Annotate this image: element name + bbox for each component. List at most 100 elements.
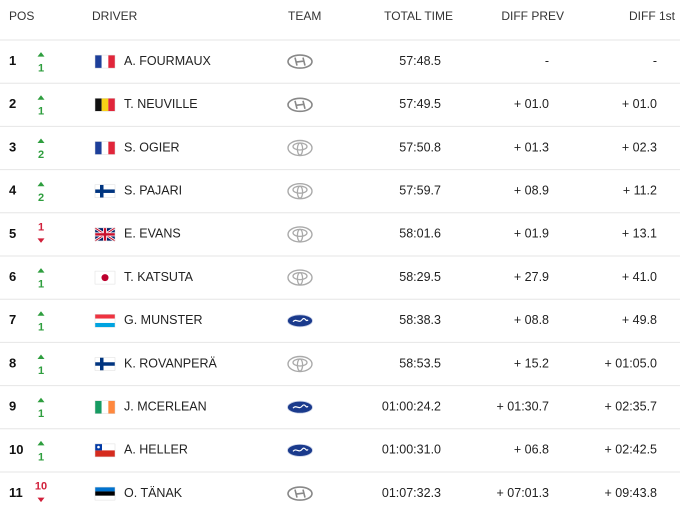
flag-band	[95, 322, 115, 328]
flag-border	[94, 357, 116, 371]
flag-band	[108, 98, 115, 112]
flag-border	[94, 314, 116, 328]
diff-first: + 01.0	[622, 97, 657, 111]
logo-h	[294, 489, 306, 498]
diff-first: + 02:42.5	[605, 443, 658, 457]
flag-band	[101, 141, 109, 155]
arrow-up	[37, 52, 45, 57]
team-logo	[287, 355, 313, 373]
diff-prev: + 27.9	[514, 270, 549, 284]
position-change: 2	[38, 192, 44, 204]
arrow-up	[37, 95, 45, 100]
diff-prev: -	[545, 54, 549, 68]
total-time: 01:00:31.0	[382, 443, 441, 457]
arrow-up	[37, 138, 45, 143]
driver-name: J. MCERLEAN	[124, 399, 207, 413]
position: 9	[9, 399, 16, 414]
position-change: 1	[38, 279, 44, 291]
diff-first: + 49.8	[622, 313, 657, 327]
total-time: 58:53.5	[399, 356, 441, 370]
flag-border	[94, 227, 116, 242]
flag-band	[101, 55, 109, 69]
flag-border	[94, 184, 116, 198]
position-change: 1	[38, 63, 44, 75]
flag-band	[95, 98, 102, 112]
team-logo	[287, 269, 313, 286]
driver-name: A. HELLER	[124, 443, 188, 457]
position: 2	[9, 96, 16, 111]
diff-prev: + 08.9	[514, 183, 549, 197]
diff-first: -	[653, 54, 657, 68]
total-time: 58:29.5	[399, 270, 441, 284]
logo-oval	[296, 358, 304, 372]
position-change: 1	[38, 221, 44, 233]
logo-oval	[287, 54, 313, 69]
diff-prev: + 07:01.3	[497, 486, 550, 500]
flag-cross	[95, 362, 115, 366]
position: 10	[9, 442, 23, 457]
diff-first: + 11.2	[623, 183, 657, 197]
flag	[94, 226, 116, 242]
flag-border	[94, 54, 116, 69]
flag	[94, 270, 116, 285]
diff-prev: + 01.9	[514, 227, 549, 241]
diff-first: + 02:35.7	[605, 399, 658, 413]
flag-band	[101, 400, 109, 414]
flag-band	[95, 318, 115, 323]
position: 1	[9, 53, 16, 68]
position: 5	[9, 226, 16, 241]
position-change: 1	[38, 106, 44, 118]
driver-name: O. TÄNAK	[124, 486, 183, 500]
header-diff-first: DIFF 1st	[629, 9, 676, 23]
logo-script	[292, 447, 309, 452]
position: 11	[9, 485, 23, 500]
flag-disc	[101, 274, 109, 282]
arrow-up	[37, 311, 45, 316]
total-time: 57:50.8	[399, 140, 441, 154]
flag	[94, 443, 116, 458]
logo-oval	[287, 97, 313, 113]
team-logo	[287, 182, 313, 200]
header-diff-prev: DIFF PREV	[501, 9, 564, 23]
flag-band	[108, 141, 115, 155]
team-logo	[287, 486, 313, 501]
flag-band	[95, 495, 115, 501]
driver-name: E. EVANS	[124, 227, 181, 241]
flag-border	[94, 270, 116, 285]
team-logo	[287, 443, 313, 457]
driver-name: S. PAJARI	[124, 183, 182, 197]
position-change: 1	[38, 451, 44, 463]
flag-band	[101, 98, 109, 112]
header-total-time: TOTAL TIME	[384, 9, 453, 23]
team-logo	[287, 54, 313, 69]
driver-name: T. KATSUTA	[124, 270, 194, 284]
flag-band	[95, 491, 115, 496]
driver-name: T. NEUVILLE	[124, 97, 198, 111]
total-time: 01:07:32.3	[382, 486, 441, 500]
team-logo	[287, 226, 313, 243]
logo-h	[294, 57, 306, 66]
flag-band	[95, 55, 102, 69]
flag-border	[94, 141, 116, 155]
flag	[94, 141, 116, 155]
flag	[94, 357, 116, 371]
flag-cross	[95, 233, 115, 236]
arrow-up	[37, 181, 45, 187]
flag	[94, 400, 116, 414]
position: 7	[9, 312, 16, 327]
position-change: 1	[38, 322, 44, 334]
diff-first: + 41.0	[622, 270, 657, 284]
flag-band	[108, 55, 115, 69]
flag-band	[108, 400, 115, 414]
position: 8	[9, 355, 16, 370]
driver-name: G. MUNSTER	[124, 313, 202, 327]
logo-script	[292, 404, 309, 409]
diff-first: + 01:05.0	[605, 356, 658, 370]
arrow-down	[37, 238, 45, 243]
flag-cross	[95, 189, 115, 193]
diff-prev: + 01.0	[514, 97, 549, 111]
position-change: 2	[38, 149, 44, 161]
flag	[94, 314, 116, 328]
position: 3	[9, 139, 16, 154]
